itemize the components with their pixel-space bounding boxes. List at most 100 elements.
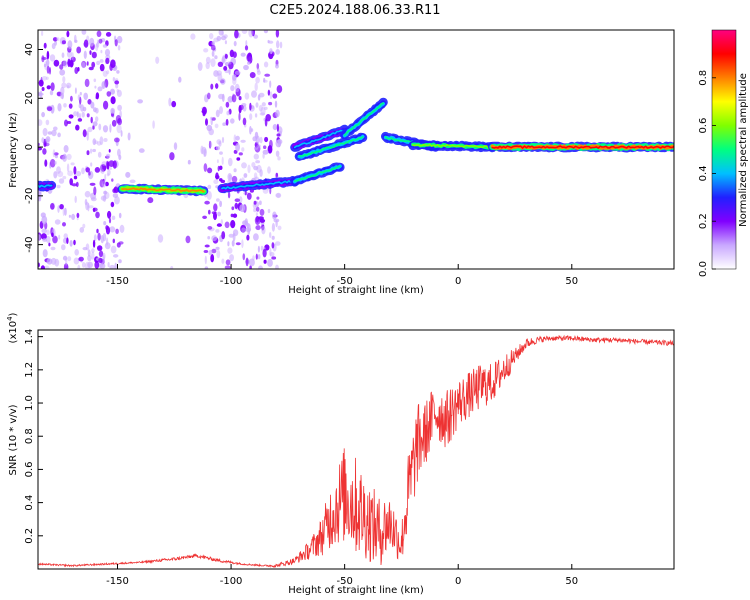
noise-blob — [64, 119, 68, 127]
trace-layer — [293, 165, 341, 182]
noise-blob — [67, 256, 72, 262]
noise-blob — [257, 245, 260, 253]
noise-blob — [238, 96, 242, 101]
noise-blob — [251, 90, 257, 98]
noise-blob — [77, 264, 81, 269]
noise-blob — [38, 147, 43, 151]
noise-blob — [94, 140, 99, 144]
noise-blob — [235, 242, 241, 246]
noise-blob — [202, 215, 208, 219]
figure-title: C2E5.2024.188.06.33.R11 — [269, 3, 440, 18]
noise-blob — [75, 124, 80, 131]
noise-blob — [59, 204, 64, 210]
noise-blob — [75, 181, 79, 188]
noise-blob — [263, 259, 267, 264]
noise-blob — [219, 151, 223, 155]
noise-blob — [106, 70, 110, 75]
noise-blob — [272, 93, 278, 99]
noise-blob — [99, 136, 104, 146]
noise-blob — [272, 124, 278, 131]
noise-blob — [49, 67, 51, 75]
x-tick-label: -150 — [106, 576, 129, 587]
noise-blob — [249, 265, 252, 269]
x-tick-label: 50 — [565, 276, 578, 287]
noise-blob — [218, 30, 224, 36]
noise-blob — [223, 34, 228, 39]
noise-blob — [187, 159, 191, 165]
noise-blob — [83, 92, 88, 101]
noise-blob — [73, 257, 80, 265]
noise-blob — [90, 197, 97, 202]
colorbar-tick-label: 0.6 — [698, 118, 709, 134]
noise-blob — [261, 102, 266, 107]
noise-blob — [264, 73, 271, 77]
noise-blob — [244, 92, 250, 100]
noise-blob — [216, 249, 221, 259]
y-tick-label: 1.0 — [24, 395, 35, 411]
noise-blob — [99, 59, 104, 63]
noise-blob — [50, 203, 55, 210]
noise-blob — [117, 118, 122, 126]
noise-blob — [92, 121, 98, 127]
noise-blob — [211, 235, 218, 242]
noise-blob — [38, 234, 41, 241]
noise-blob — [268, 40, 274, 44]
noise-blob — [98, 250, 104, 258]
noise-blob — [241, 227, 246, 233]
noise-blob — [49, 54, 56, 62]
noise-blob — [92, 148, 96, 153]
noise-blob — [105, 160, 109, 170]
noise-blob — [221, 231, 226, 240]
noise-blob — [244, 45, 249, 51]
noise-blob — [73, 239, 76, 246]
noise-blob — [251, 30, 255, 37]
noise-blob — [218, 93, 225, 100]
noise-blob — [62, 175, 67, 180]
noise-blob — [206, 190, 212, 200]
noise-blob — [58, 234, 61, 240]
noise-blob — [224, 62, 229, 67]
noise-blob — [87, 261, 93, 269]
noise-blob — [69, 178, 73, 186]
noise-blob — [117, 148, 121, 157]
noise-blob — [269, 48, 273, 55]
x-tick-label: -100 — [220, 276, 243, 287]
noise-blob — [232, 213, 238, 218]
noise-blob — [267, 89, 271, 96]
noise-blob — [255, 206, 260, 212]
noise-blob — [234, 202, 239, 209]
noise-blob — [64, 207, 67, 216]
noise-blob — [62, 222, 66, 227]
noise-blob — [108, 160, 115, 168]
noise-blob — [61, 52, 65, 58]
noise-blob — [74, 39, 78, 43]
spectrogram-x-label: Height of straight line (km) — [288, 285, 424, 296]
noise-blob — [263, 106, 268, 110]
noise-blob — [235, 143, 241, 152]
noise-blob — [54, 154, 59, 159]
noise-blob — [221, 156, 224, 165]
noise-blob — [229, 254, 235, 262]
noise-blob — [127, 132, 131, 141]
noise-blob — [214, 55, 218, 60]
noise-blob — [56, 37, 60, 41]
trace-layer — [38, 184, 53, 188]
noise-blob — [275, 150, 280, 157]
noise-blob — [65, 257, 68, 266]
noise-blob — [225, 101, 230, 108]
noise-blob — [216, 223, 222, 227]
noise-blob — [94, 261, 100, 269]
noise-blob — [76, 212, 80, 218]
y-tick-label: 0.8 — [24, 428, 35, 444]
noise-blob — [106, 91, 112, 97]
noise-blob — [253, 207, 257, 213]
noise-blob — [225, 259, 231, 266]
noise-blob — [108, 149, 111, 153]
noise-blob — [41, 57, 47, 60]
noise-blob — [211, 50, 215, 57]
noise-blob — [224, 265, 231, 269]
noise-blob — [46, 229, 50, 236]
noise-blob — [105, 226, 111, 235]
noise-blob — [112, 77, 116, 82]
noise-blob — [249, 125, 252, 135]
